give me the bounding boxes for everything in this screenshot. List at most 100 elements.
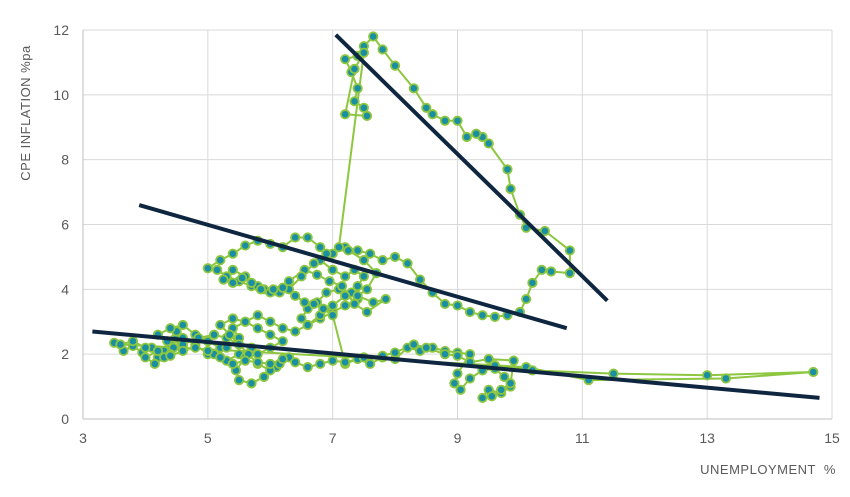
data-point <box>252 310 263 321</box>
data-point <box>240 316 251 327</box>
data-point <box>505 378 516 389</box>
data-point <box>255 284 266 295</box>
data-point <box>452 350 463 361</box>
data-point <box>499 371 510 382</box>
data-point <box>402 258 413 269</box>
data-point <box>536 264 547 275</box>
data-point <box>477 310 488 321</box>
data-point <box>361 306 373 318</box>
data-point <box>527 277 538 288</box>
trend-lines <box>92 33 820 400</box>
data-point <box>296 313 307 324</box>
data-point <box>352 290 363 301</box>
data-point <box>308 258 320 269</box>
data-point <box>215 255 226 266</box>
data-point <box>365 248 376 259</box>
data-point <box>268 284 279 295</box>
data-point <box>277 323 288 334</box>
data-point <box>483 138 494 149</box>
data-point <box>302 232 313 243</box>
data-point <box>265 358 276 369</box>
y-tick-label: 0 <box>61 411 69 427</box>
data-point <box>240 240 251 251</box>
data-point <box>546 266 557 277</box>
y-axis-title: CPE INFLATION %pa <box>18 45 33 181</box>
data-point <box>358 255 369 266</box>
data-point <box>233 374 245 386</box>
y-tick-label: 2 <box>61 346 69 362</box>
data-point <box>215 319 226 331</box>
data-point <box>389 347 401 358</box>
data-point <box>227 264 238 275</box>
trend-line <box>138 203 568 331</box>
data-point <box>352 280 363 292</box>
data-point <box>115 339 126 350</box>
data-point <box>296 271 307 282</box>
data-point <box>439 115 451 126</box>
data-point <box>564 245 575 256</box>
data-point <box>421 102 432 113</box>
data-point <box>336 280 348 292</box>
trend-line <box>334 33 609 303</box>
data-point <box>237 272 248 284</box>
data-point <box>608 368 619 379</box>
data-points <box>109 31 819 404</box>
data-point <box>212 264 223 275</box>
data-point <box>449 378 460 389</box>
data-point <box>539 225 550 237</box>
y-tick-label: 4 <box>61 281 69 297</box>
data-point <box>505 183 516 194</box>
data-point <box>368 31 379 42</box>
series-lines <box>113 35 815 399</box>
data-point <box>227 358 238 369</box>
tick-labels: 0 2 4 6 8 10 12 3 5 7 9 11 13 15 <box>53 22 840 446</box>
data-point <box>349 298 360 310</box>
data-point <box>246 277 257 288</box>
data-point <box>477 392 488 404</box>
data-point <box>489 311 501 322</box>
data-point <box>277 282 288 293</box>
data-point <box>352 83 363 94</box>
data-point <box>149 358 160 369</box>
data-point <box>389 251 401 263</box>
data-point <box>152 345 163 357</box>
data-point <box>246 378 257 389</box>
data-point <box>290 290 301 301</box>
data-point <box>340 300 351 311</box>
data-point <box>343 245 354 256</box>
data-point <box>452 368 463 379</box>
data-point <box>464 349 476 360</box>
data-point <box>427 109 438 120</box>
data-point <box>318 303 329 314</box>
data-point <box>502 164 513 175</box>
data-point <box>327 355 338 366</box>
data-point <box>140 352 151 363</box>
data-point <box>165 350 176 361</box>
y-tick-label: 10 <box>53 87 69 103</box>
x-tick-label: 3 <box>79 430 87 446</box>
trend-line <box>92 329 820 400</box>
data-point <box>165 323 176 334</box>
x-tick-label: 7 <box>329 430 337 446</box>
data-point <box>308 298 320 310</box>
data-point <box>315 358 326 369</box>
data-point <box>299 297 310 308</box>
data-point <box>327 310 338 321</box>
data-point <box>240 355 251 366</box>
data-point <box>302 319 313 331</box>
data-point <box>252 357 263 368</box>
data-point <box>177 345 188 357</box>
data-point <box>421 342 432 353</box>
data-point <box>564 268 575 279</box>
data-point <box>140 342 151 353</box>
data-point <box>340 357 351 368</box>
data-point <box>324 276 335 287</box>
data-point <box>361 110 373 122</box>
data-point <box>380 293 391 305</box>
data-point <box>215 352 226 363</box>
x-axis-title: UNEMPLOYMENT % <box>700 462 836 477</box>
data-point <box>258 371 270 382</box>
y-tick-label: 12 <box>53 22 69 38</box>
y-tick-label: 8 <box>61 152 69 168</box>
